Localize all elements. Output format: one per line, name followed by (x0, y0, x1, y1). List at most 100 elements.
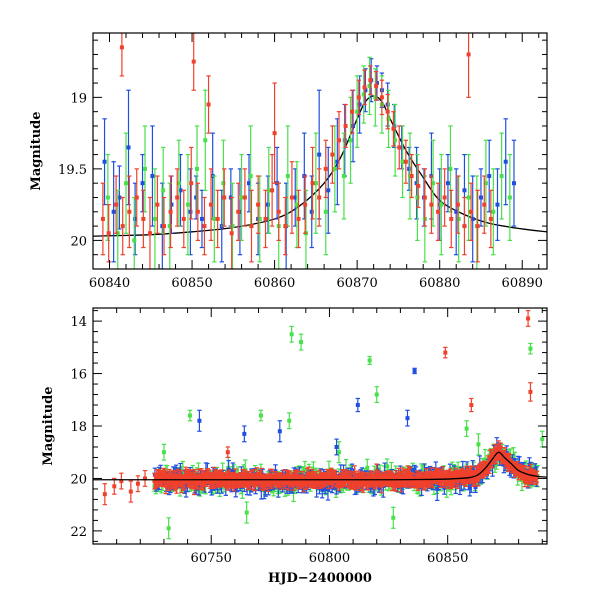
red-data-point (134, 168, 139, 227)
green-outlier-point (476, 433, 481, 456)
green-outlier-point (161, 443, 167, 461)
red-data-point (276, 182, 281, 241)
green-data-point (483, 139, 489, 227)
bottom-panel-frame (92, 307, 548, 545)
red-data-point (272, 82, 277, 184)
red-data-point (191, 33, 196, 91)
green-outlier-point (367, 355, 372, 365)
blue-outlier-point (277, 420, 283, 443)
red-data-point (429, 175, 434, 234)
red-data-point (100, 182, 106, 256)
x-tick-label: 60860 (254, 276, 295, 291)
bottom-panel-y-axis-title: Magnitude (41, 386, 56, 465)
red-data-point (142, 469, 148, 487)
red-data-point (189, 146, 194, 220)
red-data-point (356, 79, 361, 116)
x-tick-label: 60840 (89, 276, 130, 291)
green-data-point (354, 75, 360, 149)
red-data-point (482, 175, 487, 234)
red-data-point (263, 189, 268, 249)
bottom-panel-data-layer (93, 310, 547, 540)
green-outlier-point (187, 409, 193, 422)
green-data-point (185, 153, 191, 256)
green-data-point (132, 196, 137, 269)
top-panel-y-axis-title: Magnitude (29, 111, 44, 190)
red-data-point (236, 182, 241, 241)
red-data-point (409, 153, 414, 199)
green-outlier-point (464, 420, 469, 438)
red-data-point (102, 483, 108, 506)
red-data-point (141, 189, 146, 249)
blue-data-point (326, 146, 331, 234)
red-data-point (462, 196, 467, 256)
blue-data-point (342, 103, 347, 177)
y-tick-label: 14 (70, 315, 87, 330)
y-tick-label: 22 (70, 525, 87, 540)
blue-data-point (309, 175, 314, 249)
red-outlier-point (528, 382, 533, 402)
blue-data-point (454, 168, 459, 256)
blue-outlier-point (355, 397, 361, 413)
red-data-point (147, 196, 153, 269)
red-data-point (206, 75, 211, 134)
red-data-point (208, 168, 214, 241)
red-data-point (255, 175, 261, 234)
red-data-point (289, 161, 295, 234)
top-panel: 60840 60850 60860 60870 60880 60890 19 19.5 20 M… (29, 32, 548, 291)
red-outlier-point (469, 397, 474, 413)
red-data-point (475, 189, 480, 263)
green-outlier-point (298, 333, 304, 351)
green-data-point (203, 89, 208, 191)
blue-data-point (199, 189, 205, 249)
green-data-point (507, 153, 513, 241)
red-data-point (128, 480, 134, 503)
bottom-panel-ticks: 60750 60800 60850 14 16 18 20 22 (70, 308, 547, 566)
green-data-point (160, 146, 166, 234)
blue-outlier-point (334, 438, 339, 456)
red-data-point (466, 33, 471, 98)
y-tick-label: 19.5 (58, 163, 87, 178)
blue-data-point (126, 89, 131, 206)
red-outlier-point (225, 446, 230, 459)
green-data-point (415, 153, 420, 241)
red-data-point (242, 168, 248, 227)
red-data-point (368, 65, 373, 96)
green-data-point (466, 153, 471, 241)
red-data-point (269, 153, 275, 227)
red-data-point (229, 196, 234, 269)
green-outlier-point (244, 501, 249, 524)
y-tick-label: 20 (70, 472, 87, 487)
blue-outlier-point (197, 409, 202, 432)
blue-outlier-point (412, 367, 417, 375)
red-data-point (127, 175, 132, 249)
green-outlier-point (374, 386, 379, 403)
red-data-point (391, 111, 396, 147)
green-data-point (332, 125, 338, 213)
red-data-point (397, 125, 402, 170)
red-data-point (385, 93, 390, 130)
green-data-point (361, 65, 366, 124)
x-tick-label: 60800 (309, 551, 350, 566)
green-data-point (167, 182, 172, 269)
red-data-point (422, 168, 428, 227)
y-tick-label: 19 (70, 91, 87, 106)
red-data-point (202, 196, 207, 256)
red-data-point (435, 182, 441, 241)
red-data-point (379, 79, 385, 116)
red-data-point (362, 69, 367, 106)
red-data-point (468, 182, 474, 241)
red-data-point (373, 71, 379, 101)
red-data-point (120, 196, 125, 256)
green-data-point (105, 153, 111, 241)
blue-data-point (406, 146, 412, 191)
green-data-point (499, 132, 504, 220)
green-data-point (392, 103, 398, 177)
red-data-point (152, 472, 157, 490)
y-tick-label: 18 (70, 420, 87, 435)
top-panel-ticks: 60840 60850 60860 60870 60880 60890 19 19.5 20 (58, 33, 547, 291)
x-tick-label: 60850 (427, 551, 468, 566)
blue-data-point (111, 161, 116, 263)
blue-data-point (503, 118, 508, 206)
green-data-point (491, 168, 496, 256)
